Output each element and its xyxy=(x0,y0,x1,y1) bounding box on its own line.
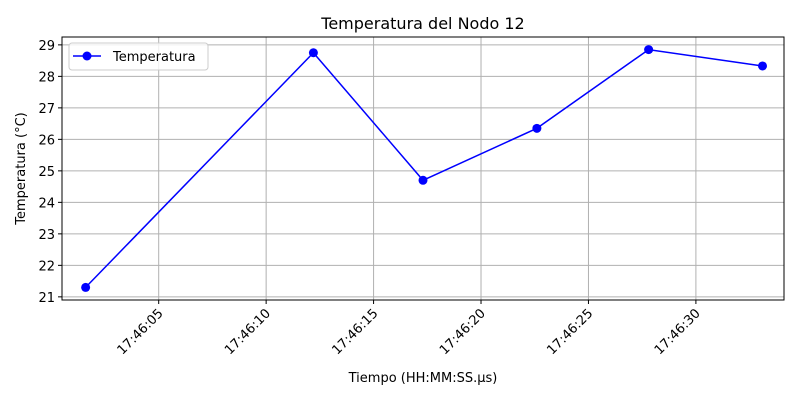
legend: Temperatura xyxy=(68,42,209,71)
chart-title: Temperatura del Nodo 12 xyxy=(320,14,524,33)
y-tick-label: 27 xyxy=(38,102,55,117)
legend-label: Temperatura xyxy=(112,50,196,65)
x-tick-label: 17:46:10 xyxy=(222,306,274,358)
plot-frame xyxy=(61,36,785,301)
x-tick-label: 17:46:30 xyxy=(652,306,704,358)
x-axis-title: Tiempo (HH:MM:SS.µs) xyxy=(348,371,498,386)
y-tick-label: 29 xyxy=(38,39,55,54)
y-tick-label: 24 xyxy=(38,196,55,211)
y-tick-label: 21 xyxy=(38,291,55,306)
x-tick-label: 17:46:20 xyxy=(437,306,489,358)
x-tick-label: 17:46:05 xyxy=(115,306,167,358)
y-tick-label: 26 xyxy=(38,133,55,148)
y-tick-label: 25 xyxy=(38,165,55,180)
series-line-temperatura xyxy=(85,48,763,288)
data-point xyxy=(532,123,542,133)
y-axis-title: Temperatura (°C) xyxy=(14,112,29,225)
x-tick-label: 17:46:15 xyxy=(330,306,382,358)
series-layer xyxy=(81,45,768,292)
axes: 17:46:05 17:46:10 17:46:15 17:46:20 17:46:25… xyxy=(38,39,703,358)
y-tick-label: 22 xyxy=(38,259,55,274)
y-tick-label: 23 xyxy=(38,228,55,243)
legend-box xyxy=(68,42,209,71)
data-point xyxy=(308,48,318,58)
data-point xyxy=(644,45,654,55)
data-point xyxy=(418,175,428,185)
grid-lines xyxy=(62,37,784,300)
data-point xyxy=(758,61,768,71)
y-tick-label: 28 xyxy=(38,70,55,85)
data-point xyxy=(81,282,91,292)
legend-marker-swatch xyxy=(82,51,92,61)
x-tick-label: 17:46:25 xyxy=(544,306,596,358)
